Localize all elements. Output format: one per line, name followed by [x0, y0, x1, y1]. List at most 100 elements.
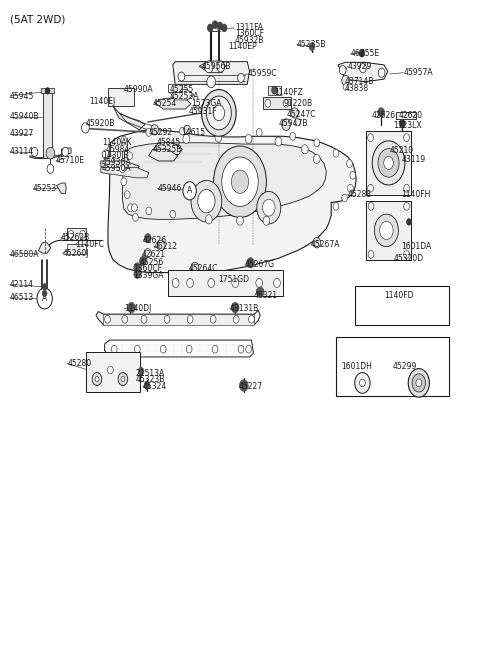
Polygon shape	[38, 243, 51, 253]
Text: 45299: 45299	[393, 362, 417, 371]
Text: 1140DJ: 1140DJ	[124, 304, 151, 313]
Circle shape	[144, 234, 151, 243]
Circle shape	[124, 191, 130, 199]
Circle shape	[384, 156, 394, 169]
Text: 45256: 45256	[139, 258, 164, 267]
Circle shape	[374, 214, 398, 247]
Text: 45254: 45254	[153, 99, 177, 108]
Circle shape	[146, 207, 152, 215]
Circle shape	[245, 134, 252, 143]
Circle shape	[160, 345, 166, 353]
Circle shape	[214, 146, 266, 217]
Circle shape	[263, 216, 270, 225]
Text: 1140FD: 1140FD	[384, 291, 413, 300]
Circle shape	[111, 345, 117, 353]
Circle shape	[290, 132, 296, 140]
Circle shape	[412, 374, 426, 392]
Circle shape	[355, 373, 370, 393]
Circle shape	[170, 210, 176, 218]
Circle shape	[283, 99, 289, 107]
Polygon shape	[155, 99, 191, 109]
Text: 43119: 43119	[401, 155, 425, 164]
Text: 45945: 45945	[10, 92, 34, 101]
Circle shape	[348, 184, 353, 192]
Polygon shape	[338, 62, 388, 82]
Text: 1339GA: 1339GA	[133, 271, 164, 280]
Circle shape	[205, 215, 212, 224]
Circle shape	[263, 199, 275, 216]
Text: 1360CF: 1360CF	[235, 29, 264, 38]
Circle shape	[360, 64, 366, 73]
Text: 43838: 43838	[345, 84, 369, 93]
Circle shape	[109, 155, 114, 162]
Circle shape	[231, 302, 239, 313]
Text: 43131B: 43131B	[229, 304, 259, 313]
Circle shape	[31, 147, 38, 156]
Text: 43114: 43114	[10, 147, 34, 156]
Text: 45940B: 45940B	[10, 112, 39, 121]
Circle shape	[151, 125, 158, 135]
Circle shape	[275, 137, 282, 146]
Circle shape	[141, 315, 147, 323]
Text: 45255: 45255	[170, 85, 194, 94]
Circle shape	[68, 230, 74, 238]
Text: 45932B: 45932B	[234, 36, 264, 45]
Circle shape	[343, 84, 348, 90]
Text: (5AT 2WD): (5AT 2WD)	[10, 14, 65, 25]
Text: 1751GD: 1751GD	[218, 275, 249, 284]
Bar	[355, 286, 449, 324]
Circle shape	[404, 184, 409, 192]
Text: 14615: 14615	[181, 128, 205, 137]
Circle shape	[144, 382, 150, 389]
Circle shape	[210, 315, 216, 323]
Circle shape	[122, 315, 128, 323]
Polygon shape	[154, 143, 182, 154]
Circle shape	[157, 240, 165, 251]
Bar	[366, 131, 411, 195]
Circle shape	[212, 345, 218, 353]
Circle shape	[134, 345, 140, 353]
Circle shape	[180, 127, 185, 135]
Bar	[366, 201, 411, 260]
Text: 45325B: 45325B	[153, 145, 182, 154]
Circle shape	[206, 96, 231, 130]
Text: 45253: 45253	[33, 184, 57, 193]
Circle shape	[333, 202, 339, 210]
Text: 45288: 45288	[348, 190, 372, 199]
Text: 46580A: 46580A	[10, 250, 39, 259]
Circle shape	[215, 133, 222, 142]
Circle shape	[207, 76, 216, 88]
Text: 45845: 45845	[156, 138, 181, 147]
Text: 45280: 45280	[67, 359, 91, 368]
Text: 45710E: 45710E	[56, 156, 84, 165]
Circle shape	[183, 134, 190, 143]
Text: 45210: 45210	[390, 146, 414, 155]
Polygon shape	[96, 310, 260, 324]
Text: 1140FC: 1140FC	[75, 240, 104, 249]
Circle shape	[42, 284, 47, 290]
Text: 1601DH: 1601DH	[341, 362, 372, 371]
Circle shape	[187, 278, 193, 288]
Text: 45947B: 45947B	[278, 119, 308, 128]
Text: 45247C: 45247C	[287, 110, 316, 119]
Text: 45931F: 45931F	[189, 107, 218, 116]
Circle shape	[178, 72, 185, 81]
Text: 45227: 45227	[239, 382, 263, 391]
Circle shape	[45, 88, 50, 94]
Text: 45323B: 45323B	[135, 375, 165, 384]
Circle shape	[233, 315, 239, 323]
Circle shape	[232, 278, 239, 288]
Polygon shape	[173, 62, 250, 84]
Circle shape	[102, 150, 109, 159]
Circle shape	[301, 145, 308, 154]
Circle shape	[256, 287, 264, 297]
Text: 1573GA: 1573GA	[191, 99, 222, 108]
Circle shape	[184, 125, 191, 134]
Circle shape	[238, 73, 244, 82]
Text: 45253A: 45253A	[170, 92, 199, 101]
Bar	[41, 88, 54, 93]
Circle shape	[213, 105, 225, 121]
Circle shape	[313, 154, 320, 164]
Circle shape	[204, 61, 213, 73]
Circle shape	[368, 251, 374, 258]
